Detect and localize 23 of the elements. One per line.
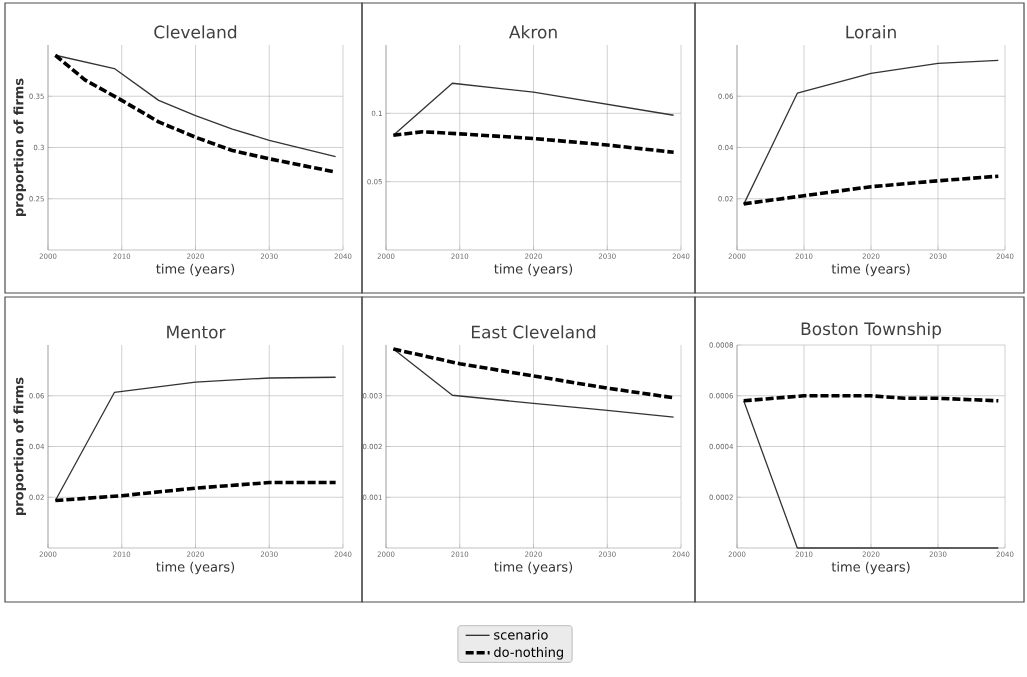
y-axis-title: proportion of firms — [13, 377, 27, 515]
line-series — [54, 376, 337, 502]
chart-title: East Cleveland — [471, 325, 596, 339]
chart-title: Cleveland — [154, 25, 237, 39]
y-axis-title: proportion of firms — [13, 78, 27, 216]
chart-title: Lorain — [846, 25, 896, 39]
chart-title: Akron — [509, 25, 557, 39]
line-series — [53, 480, 338, 503]
x-axis-title: time (years) — [156, 561, 235, 575]
line-series — [392, 348, 675, 418]
line-series — [392, 82, 675, 136]
chart-title: Boston Township — [801, 322, 942, 339]
x-axis-title: time (years) — [494, 561, 573, 575]
legend-label: do-nothing — [494, 647, 563, 660]
x-axis-title: time (years) — [831, 263, 910, 277]
x-axis-title: time (years) — [156, 263, 235, 277]
line-series — [391, 129, 676, 155]
legend-label: scenario — [494, 629, 548, 640]
x-axis-title: time (years) — [494, 263, 573, 277]
chart-title: Mentor — [167, 325, 226, 339]
line-series — [743, 59, 999, 206]
x-axis-title: time (years) — [831, 561, 910, 575]
line-series — [741, 174, 1001, 206]
